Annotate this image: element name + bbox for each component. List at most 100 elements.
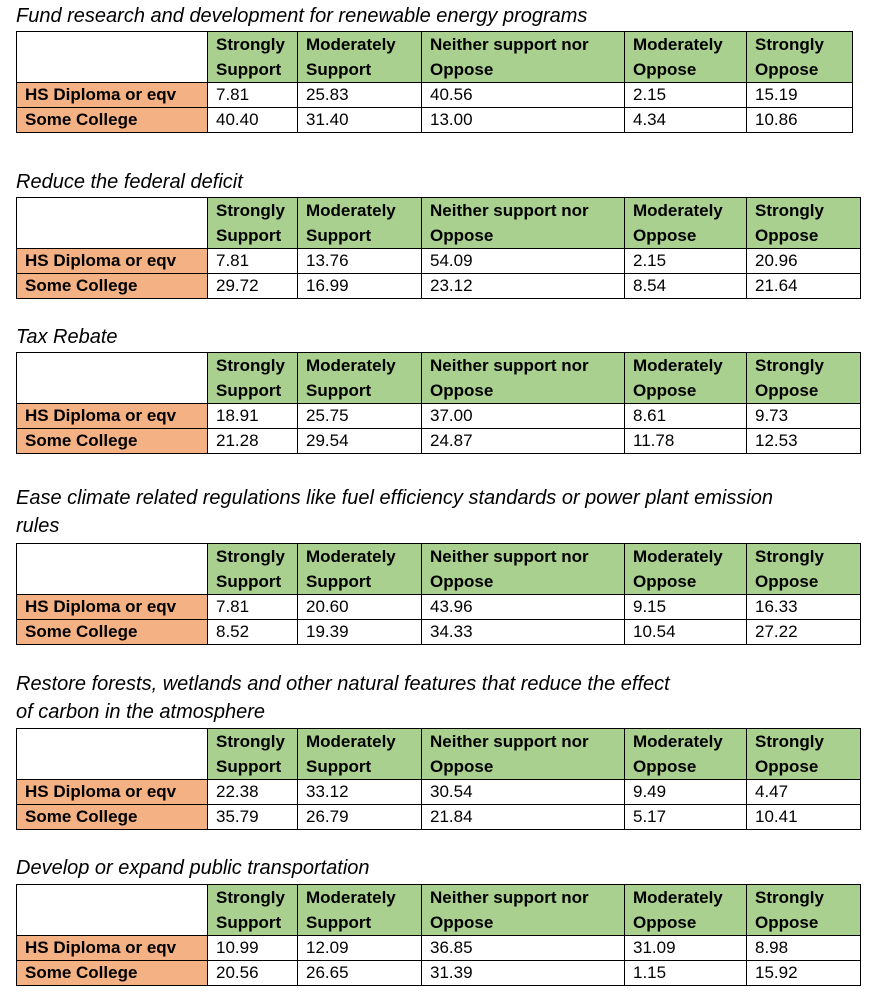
corner-cell xyxy=(16,352,208,404)
column-header-moderately-support: Moderately Support xyxy=(297,728,422,780)
column-header-line: Support xyxy=(306,757,372,776)
column-header-neither-support-nor-oppose: Neither support nor Oppose xyxy=(421,352,625,404)
value-cell: 25.83 xyxy=(297,82,422,108)
column-header-line: Oppose xyxy=(755,913,819,932)
response-table: Strongly Support Moderately Support Neither … xyxy=(16,728,861,830)
column-header-line: Strongly xyxy=(755,888,824,907)
column-header-line: Moderately xyxy=(633,356,723,375)
value-cell: 40.40 xyxy=(207,107,298,133)
corner-cell xyxy=(16,543,208,595)
column-header-strongly-support: Strongly Support xyxy=(207,197,298,249)
column-header-line: Support xyxy=(216,572,282,591)
corner-cell xyxy=(16,884,208,936)
question-title: Reduce the federal deficit xyxy=(16,168,243,196)
value-cell: 7.81 xyxy=(207,248,298,274)
header-row: Strongly Support Moderately Support Neither … xyxy=(16,728,861,780)
value-cell: 21.28 xyxy=(207,428,298,454)
column-header-line: Oppose xyxy=(430,226,494,245)
value-cell: 40.56 xyxy=(421,82,625,108)
column-header-line: Strongly xyxy=(216,35,285,54)
value-cell: 21.64 xyxy=(746,273,861,299)
value-cell: 8.61 xyxy=(624,403,747,429)
column-header-strongly-oppose: Strongly Oppose xyxy=(746,352,861,404)
column-header-line: Moderately xyxy=(633,732,723,751)
column-header-line: Strongly xyxy=(216,201,285,220)
value-cell: 2.15 xyxy=(624,248,747,274)
value-cell: 16.33 xyxy=(746,594,861,620)
column-header-line: Oppose xyxy=(633,226,697,245)
column-header-line: Oppose xyxy=(430,60,494,79)
column-header-moderately-oppose: Moderately Oppose xyxy=(624,884,747,936)
header-row: Strongly Support Moderately Support Neither … xyxy=(16,31,853,83)
column-header-moderately-oppose: Moderately Oppose xyxy=(624,543,747,595)
column-header-line: Support xyxy=(306,381,372,400)
column-header-moderately-oppose: Moderately Oppose xyxy=(624,352,747,404)
row-label-some-college: Some College xyxy=(16,428,208,454)
column-header-line: Support xyxy=(216,757,282,776)
column-header-moderately-oppose: Moderately Oppose xyxy=(624,728,747,780)
column-header-line: Strongly xyxy=(755,356,824,375)
column-header-moderately-oppose: Moderately Oppose xyxy=(624,197,747,249)
column-header-line: Support xyxy=(306,572,372,591)
column-header-strongly-support: Strongly Support xyxy=(207,352,298,404)
column-header-line: Oppose xyxy=(755,757,819,776)
value-cell: 29.72 xyxy=(207,273,298,299)
column-header-strongly-support: Strongly Support xyxy=(207,884,298,936)
value-cell: 15.92 xyxy=(746,960,861,986)
column-header-line: Oppose xyxy=(755,381,819,400)
question-title-line: Ease climate related regulations like fu… xyxy=(16,487,774,509)
value-cell: 33.12 xyxy=(297,779,422,805)
value-cell: 9.49 xyxy=(624,779,747,805)
value-cell: 8.98 xyxy=(746,935,861,961)
value-cell: 31.09 xyxy=(624,935,747,961)
row-label-hs-diploma-or-eqv: HS Diploma or eqv xyxy=(16,403,208,429)
value-cell: 10.54 xyxy=(624,619,747,645)
value-cell: 12.09 xyxy=(297,935,422,961)
corner-cell xyxy=(16,197,208,249)
value-cell: 16.99 xyxy=(297,273,422,299)
value-cell: 11.78 xyxy=(624,428,747,454)
column-header-line: Neither support nor xyxy=(430,201,589,220)
column-header-moderately-support: Moderately Support xyxy=(297,352,422,404)
column-header-line: Neither support nor xyxy=(430,547,589,566)
question-title: Develop or expand public transportation xyxy=(16,854,370,882)
value-cell: 9.15 xyxy=(624,594,747,620)
row-label-hs-diploma-or-eqv: HS Diploma or eqv xyxy=(16,935,208,961)
table-row: Some College 20.56 26.65 31.39 1.15 15.92 xyxy=(16,960,861,986)
column-header-line: Support xyxy=(216,60,282,79)
column-header-line: Support xyxy=(216,913,282,932)
column-header-moderately-oppose: Moderately Oppose xyxy=(624,31,747,83)
row-label-hs-diploma-or-eqv: HS Diploma or eqv xyxy=(16,594,208,620)
question-title: Ease climate related regulations like fu… xyxy=(16,484,773,540)
value-cell: 18.91 xyxy=(207,403,298,429)
value-cell: 13.76 xyxy=(297,248,422,274)
column-header-line: Moderately xyxy=(306,201,396,220)
column-header-line: Strongly xyxy=(216,356,285,375)
column-header-moderately-support: Moderately Support xyxy=(297,543,422,595)
response-table: Strongly Support Moderately Support Neither … xyxy=(16,352,861,454)
row-label-hs-diploma-or-eqv: HS Diploma or eqv xyxy=(16,248,208,274)
column-header-strongly-oppose: Strongly Oppose xyxy=(746,31,853,83)
column-header-neither-support-nor-oppose: Neither support nor Oppose xyxy=(421,31,625,83)
column-header-line: Moderately xyxy=(306,888,396,907)
value-cell: 24.87 xyxy=(421,428,625,454)
value-cell: 54.09 xyxy=(421,248,625,274)
column-header-line: Strongly xyxy=(216,547,285,566)
column-header-line: Oppose xyxy=(755,60,819,79)
column-header-line: Strongly xyxy=(216,888,285,907)
question-title: Tax Rebate xyxy=(16,323,118,351)
value-cell: 20.60 xyxy=(297,594,422,620)
table-row: Some College 8.52 19.39 34.33 10.54 27.22 xyxy=(16,619,861,645)
value-cell: 43.96 xyxy=(421,594,625,620)
value-cell: 9.73 xyxy=(746,403,861,429)
value-cell: 19.39 xyxy=(297,619,422,645)
table-row: Some College 29.72 16.99 23.12 8.54 21.64 xyxy=(16,273,861,299)
column-header-neither-support-nor-oppose: Neither support nor Oppose xyxy=(421,197,625,249)
value-cell: 5.17 xyxy=(624,804,747,830)
column-header-line: Neither support nor xyxy=(430,732,589,751)
value-cell: 7.81 xyxy=(207,82,298,108)
column-header-line: Oppose xyxy=(755,226,819,245)
value-cell: 15.19 xyxy=(746,82,853,108)
row-label-some-college: Some College xyxy=(16,273,208,299)
column-header-neither-support-nor-oppose: Neither support nor Oppose xyxy=(421,543,625,595)
